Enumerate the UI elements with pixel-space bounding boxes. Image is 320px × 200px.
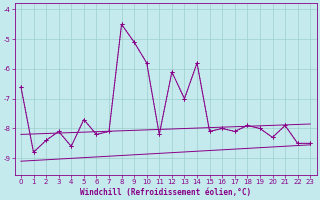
X-axis label: Windchill (Refroidissement éolien,°C): Windchill (Refroidissement éolien,°C) [80,188,251,197]
